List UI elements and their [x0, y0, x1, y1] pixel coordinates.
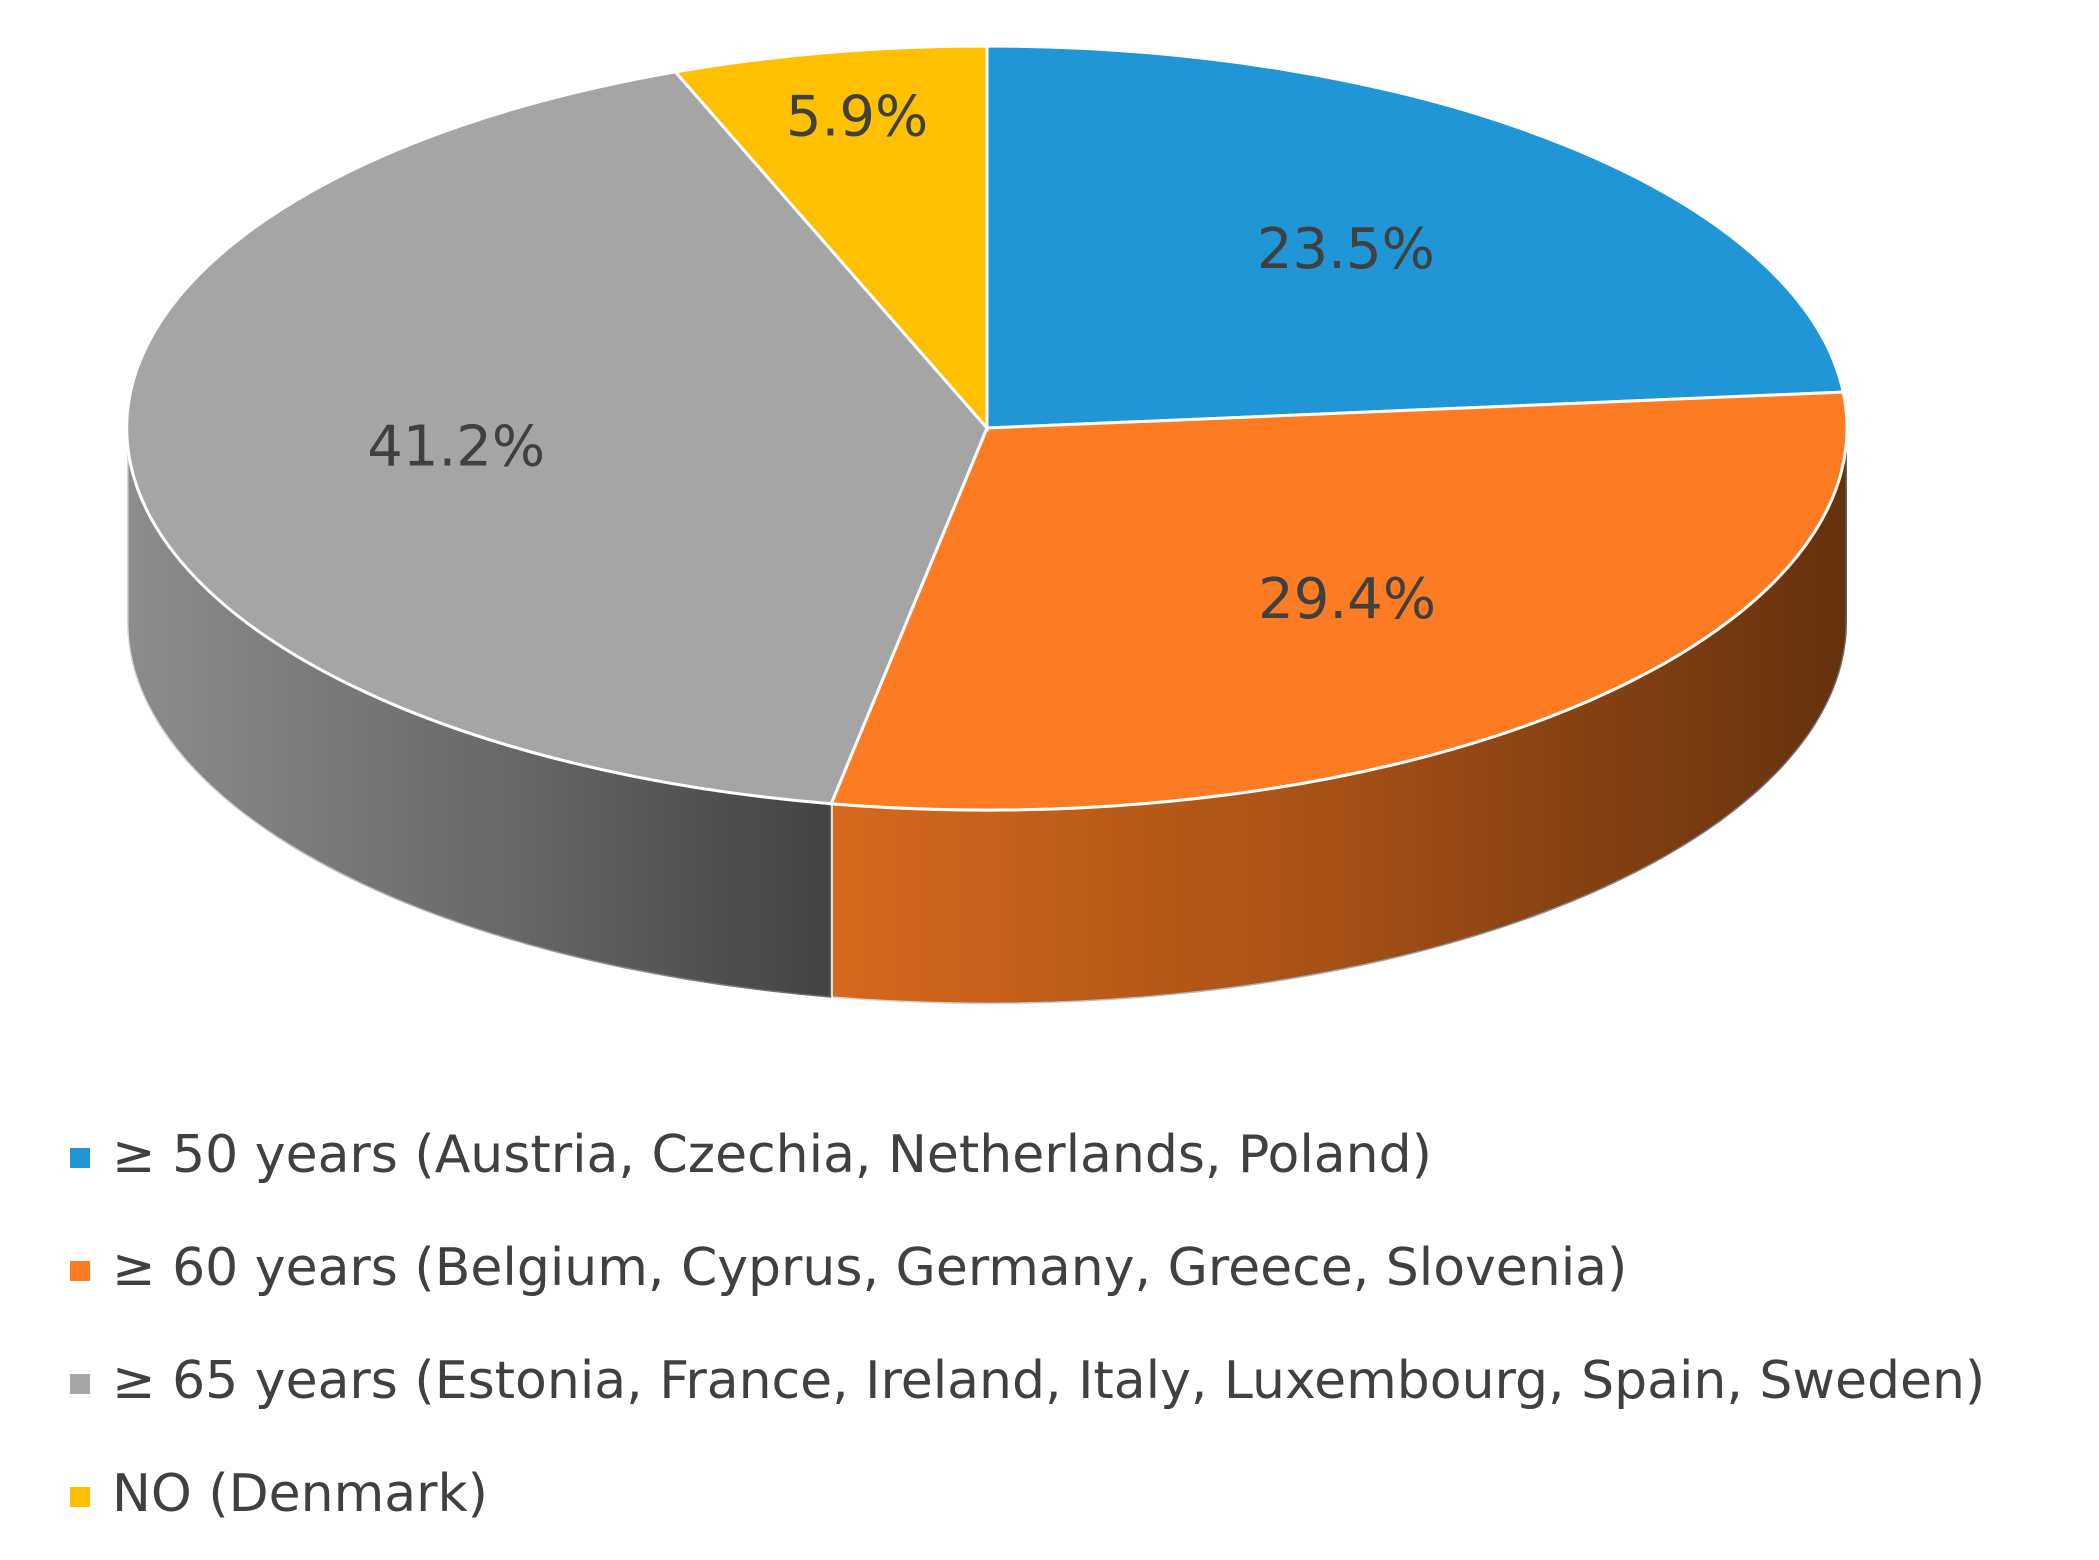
slice-side-shade: [831, 428, 1847, 1005]
legend-marker: [70, 1487, 90, 1507]
data-label: 23.5%: [1257, 217, 1435, 282]
legend-label: ≥ 60 years (Belgium, Cyprus, Germany, Gr…: [112, 1238, 1627, 1298]
data-label: 29.4%: [1258, 567, 1436, 632]
legend-label: NO (Denmark): [112, 1464, 488, 1524]
slice: [125, 70, 989, 806]
data-label: 41.2%: [367, 414, 545, 479]
legend-marker: [70, 1148, 90, 1168]
data-label: 5.9%: [786, 84, 928, 149]
legend-label: ≥ 65 years (Estonia, France, Ireland, It…: [112, 1351, 1985, 1411]
legend-label: ≥ 50 years (Austria, Czechia, Netherland…: [112, 1125, 1432, 1185]
slice: [985, 44, 1846, 430]
slice: [829, 390, 1849, 812]
legend-marker: [70, 1261, 90, 1281]
legend-marker: [70, 1374, 90, 1394]
slice-side-shade: [126, 428, 832, 998]
slice: [672, 44, 989, 432]
